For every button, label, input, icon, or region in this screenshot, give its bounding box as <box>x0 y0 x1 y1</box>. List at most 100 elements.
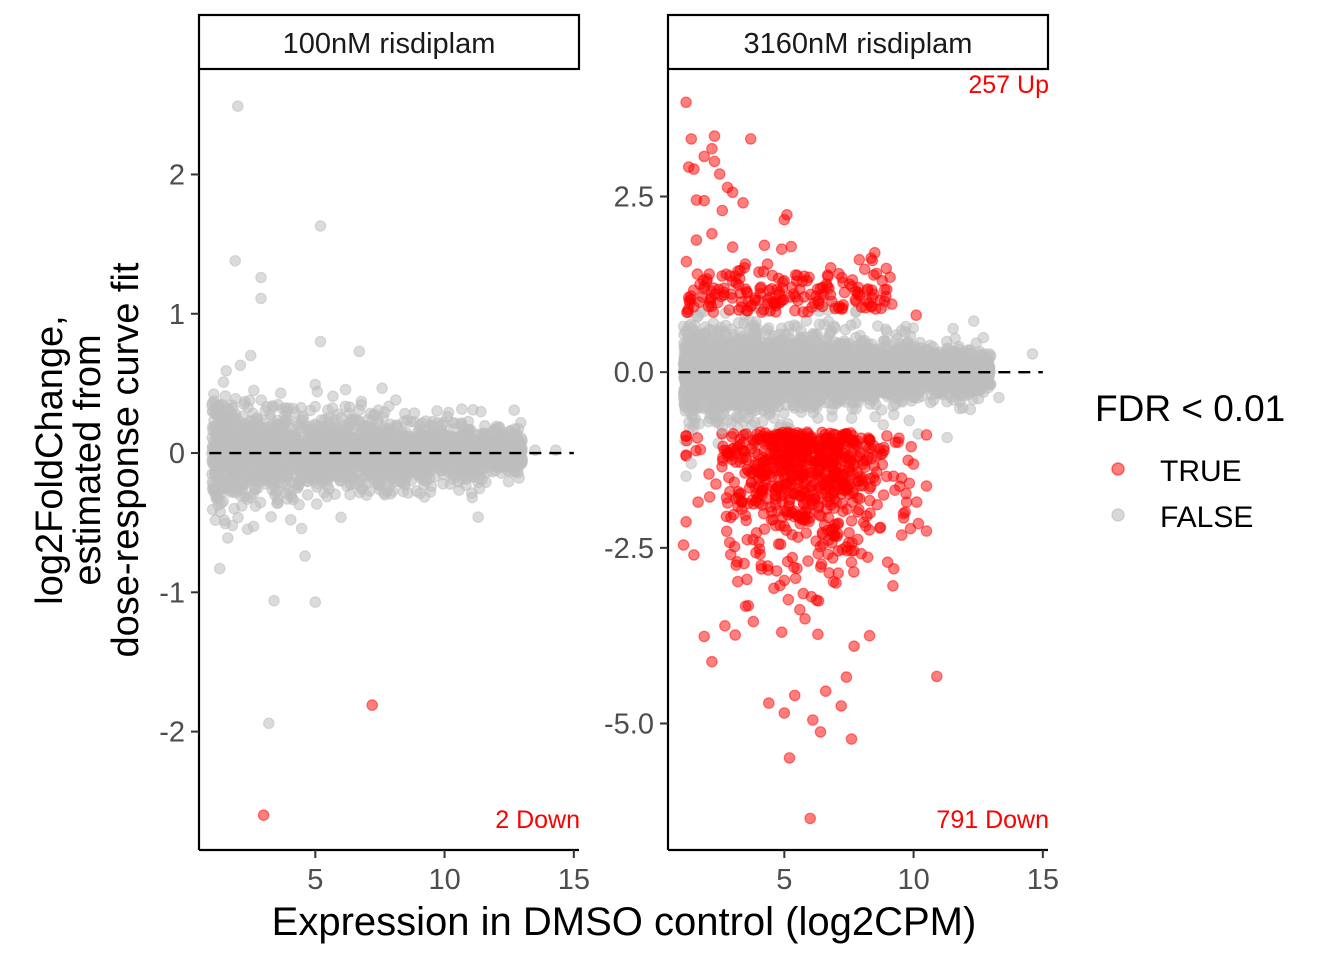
point-nonsig <box>229 254 241 267</box>
point-nonsig <box>360 428 373 440</box>
point-nonsig <box>323 483 335 495</box>
point-nonsig <box>219 390 232 402</box>
point-nonsig <box>301 488 314 501</box>
point-nonsig <box>274 437 287 450</box>
point-nonsig <box>398 467 411 480</box>
point-nonsig <box>329 454 342 466</box>
point-nonsig <box>326 402 339 414</box>
point-nonsig <box>215 497 227 509</box>
point-nonsig <box>502 475 515 488</box>
points <box>206 100 562 821</box>
point-nonsig <box>378 406 391 418</box>
point-nonsig <box>228 485 240 497</box>
point-nonsig <box>231 413 244 426</box>
point-nonsig <box>368 468 381 481</box>
point-nonsig <box>439 431 452 444</box>
point-nonsig <box>228 457 241 470</box>
point-nonsig <box>308 436 320 448</box>
point-nonsig <box>301 466 313 479</box>
point-nonsig <box>410 485 423 497</box>
point-nonsig <box>322 412 335 424</box>
point-nonsig <box>222 532 234 544</box>
point-nonsig <box>255 271 267 284</box>
point-nonsig <box>309 596 322 608</box>
point-nonsig <box>431 405 443 417</box>
annotation-down: 2 Down <box>495 806 580 834</box>
point-nonsig <box>349 431 362 444</box>
point-nonsig <box>373 483 386 496</box>
point-nonsig <box>314 220 327 232</box>
point-nonsig <box>274 387 287 399</box>
point-nonsig <box>241 523 254 536</box>
point-nonsig <box>481 439 494 451</box>
point-nonsig <box>342 471 355 484</box>
point-nonsig <box>360 489 373 501</box>
point-nonsig <box>455 403 468 415</box>
point-nonsig <box>411 457 423 470</box>
point-nonsig <box>262 717 275 730</box>
point-nonsig <box>496 449 509 461</box>
point-nonsig <box>245 437 258 450</box>
point-nonsig <box>476 459 488 472</box>
point-nonsig <box>218 514 231 527</box>
point-sig <box>366 699 378 711</box>
point-nonsig <box>424 486 437 498</box>
point-nonsig <box>248 384 260 397</box>
point-nonsig <box>226 435 238 448</box>
point-nonsig <box>463 453 475 466</box>
point-nonsig <box>282 402 295 414</box>
point-nonsig <box>314 335 327 348</box>
x-tick-label: 5 <box>307 864 323 896</box>
point-nonsig <box>388 472 401 484</box>
point-nonsig <box>761 324 774 336</box>
strip-box <box>197 13 581 71</box>
point-nonsig <box>220 365 232 377</box>
point-nonsig <box>756 415 769 428</box>
point-nonsig <box>845 412 858 424</box>
point-nonsig <box>412 468 424 481</box>
point-nonsig <box>335 511 347 524</box>
point-nonsig <box>320 424 333 436</box>
x-tick-label: 15 <box>558 864 590 896</box>
point-nonsig <box>406 440 419 452</box>
point-nonsig <box>309 400 321 413</box>
point-nonsig <box>466 491 478 504</box>
point-nonsig <box>310 498 323 510</box>
x-tick-label: 10 <box>428 864 460 896</box>
point-nonsig <box>453 469 465 481</box>
y-tick-label: -1 <box>159 577 185 609</box>
point-nonsig <box>327 390 339 403</box>
point-nonsig <box>254 496 267 509</box>
point-nonsig <box>286 463 299 475</box>
point-nonsig <box>339 383 352 396</box>
panel-strip: 3160nM risdiplam <box>666 13 1050 71</box>
point-nonsig <box>489 423 502 436</box>
point-nonsig <box>392 453 404 465</box>
point-nonsig <box>217 376 230 388</box>
point-nonsig <box>507 463 519 476</box>
point-nonsig <box>455 418 467 431</box>
point-nonsig <box>967 315 980 327</box>
point-nonsig <box>398 477 411 490</box>
y-tick-label: 0 <box>169 438 185 470</box>
point-nonsig <box>268 594 280 607</box>
point-nonsig <box>221 424 234 436</box>
point-nonsig <box>903 414 915 427</box>
strip-label: 100nM risdiplam <box>283 28 496 60</box>
point-nonsig <box>353 345 366 358</box>
point-nonsig <box>247 488 259 500</box>
point-nonsig <box>242 422 254 435</box>
point-nonsig <box>272 497 284 509</box>
point-nonsig <box>223 403 235 416</box>
point-nonsig <box>255 292 267 305</box>
point-nonsig <box>442 406 455 419</box>
point-nonsig <box>297 437 310 449</box>
point-nonsig <box>299 447 311 459</box>
point-nonsig <box>389 430 402 442</box>
point-nonsig <box>429 470 441 483</box>
point-nonsig <box>378 427 390 440</box>
point-nonsig <box>433 460 445 472</box>
